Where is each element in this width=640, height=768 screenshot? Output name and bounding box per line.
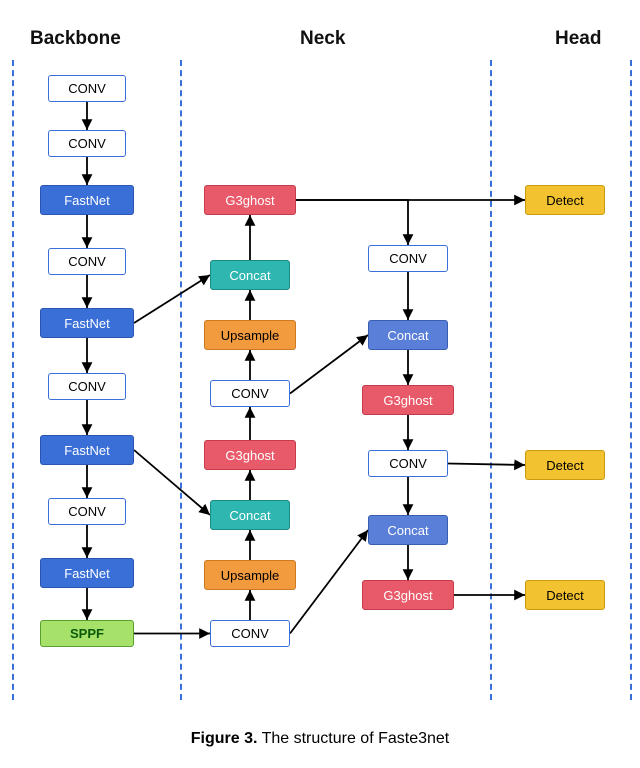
section-divider (12, 60, 14, 700)
node-b_conv4: CONV (48, 373, 126, 400)
figure-caption: Figure 3. The structure of Faste3net (0, 730, 640, 748)
node-b_fast3: FastNet (40, 435, 134, 465)
node-n_upsamp2: Upsample (204, 320, 296, 350)
node-b_conv5: CONV (48, 498, 126, 525)
node-n_g3_1: G3ghost (204, 440, 296, 470)
section-divider (180, 60, 182, 700)
caption-prefix: Figure 3. (191, 730, 258, 747)
node-n_g3_top: G3ghost (204, 185, 296, 215)
node-b_conv3: CONV (48, 248, 126, 275)
node-n_conv_bot: CONV (210, 620, 290, 647)
section-header-backbone: Backbone (30, 28, 121, 50)
section-divider (630, 60, 632, 700)
node-n_concat_r2: Concat (368, 515, 448, 545)
caption-text: The structure of Faste3net (257, 730, 449, 747)
node-n_concat_r1: Concat (368, 320, 448, 350)
node-n_conv_r1: CONV (368, 245, 448, 272)
node-b_fast1: FastNet (40, 185, 134, 215)
node-n_upsamp1: Upsample (204, 560, 296, 590)
node-b_sppf: SPPF (40, 620, 134, 647)
node-n_conv_r2: CONV (368, 450, 448, 477)
node-n_conv_mid: CONV (210, 380, 290, 407)
node-n_concat1: Concat (210, 500, 290, 530)
node-b_fast2: FastNet (40, 308, 134, 338)
node-n_g3_r2: G3ghost (362, 580, 454, 610)
node-h_det2: Detect (525, 450, 605, 480)
node-h_det3: Detect (525, 580, 605, 610)
node-n_concat2: Concat (210, 260, 290, 290)
node-b_fast4: FastNet (40, 558, 134, 588)
section-header-neck: Neck (300, 28, 345, 50)
diagram-root: Backbone Neck Head CONV CONV FastNet CONV Fa… (0, 0, 640, 768)
section-header-head: Head (555, 28, 601, 50)
node-n_g3_r1: G3ghost (362, 385, 454, 415)
section-divider (490, 60, 492, 700)
node-b_conv1: CONV (48, 75, 126, 102)
node-b_conv2: CONV (48, 130, 126, 157)
node-h_det1: Detect (525, 185, 605, 215)
